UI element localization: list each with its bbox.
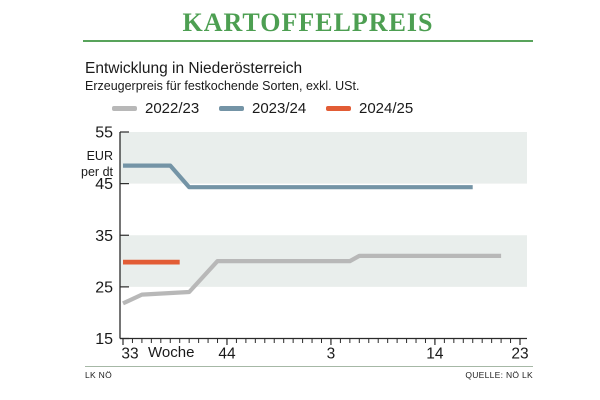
svg-text:33: 33: [121, 346, 138, 363]
chart-bands: [120, 132, 527, 287]
svg-text:44: 44: [218, 346, 236, 363]
chart-subtitle-region: Entwicklung in Niederösterreich: [85, 60, 303, 77]
y-axis-unit-label: EUR per dt: [81, 149, 113, 180]
legend-marker-2023-24: [219, 106, 244, 111]
footer-source: QUELLE: NÖ LK: [465, 370, 533, 380]
legend-label-2022-23: 2022/23: [145, 100, 200, 117]
legend-item-2022-23: 2022/23: [112, 100, 200, 117]
x-axis-label-woche: Woche: [148, 344, 195, 361]
svg-text:55: 55: [95, 125, 113, 142]
svg-text:45: 45: [95, 176, 113, 193]
chart-subtitle-detail: Erzeugerpreis für festkochende Sorten, e…: [85, 79, 360, 93]
svg-text:25: 25: [95, 279, 113, 296]
svg-text:15: 15: [95, 331, 113, 348]
legend-label-2023-24: 2023/24: [252, 100, 307, 117]
footer-divider: [85, 366, 533, 367]
svg-text:23: 23: [511, 346, 528, 363]
header: KARTOFFELPREIS: [83, 8, 533, 38]
x-axis-ticks: 33 44 3 14 23: [121, 338, 529, 363]
legend-item-2024-25: 2024/25: [326, 100, 414, 117]
legend-item-2023-24: 2023/24: [219, 100, 307, 117]
series-lines: [122, 163, 502, 306]
legend: 2022/23 2023/24 2024/25: [112, 100, 414, 117]
legend-label-2024-25: 2024/25: [359, 100, 414, 117]
legend-marker-2022-23: [112, 106, 137, 111]
svg-text:35: 35: [95, 228, 113, 245]
legend-marker-2024-25: [326, 106, 351, 111]
title-underline: [83, 40, 533, 42]
svg-text:3: 3: [327, 346, 336, 363]
y-axis-ticks: 15 25 35 45 55: [95, 125, 129, 348]
svg-text:14: 14: [426, 346, 444, 363]
footer-credit: LK NÖ: [85, 370, 113, 380]
page-title: KARTOFFELPREIS: [182, 8, 434, 37]
